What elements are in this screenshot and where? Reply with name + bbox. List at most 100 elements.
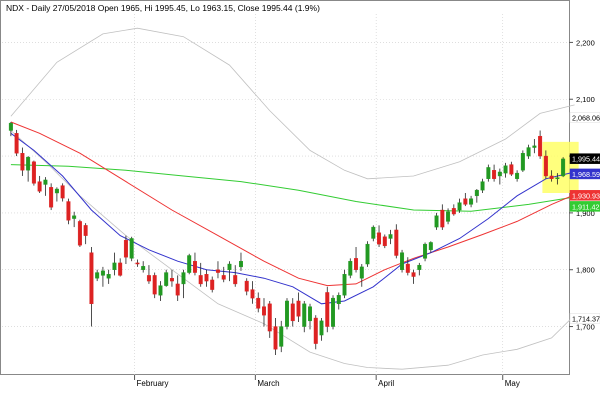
candle-body: [543, 155, 548, 177]
open-text: Open 1965: [98, 3, 140, 13]
indicator-lines: [10, 27, 575, 370]
candle-body: [20, 153, 25, 171]
candle-body: [388, 234, 393, 239]
candle-body: [72, 215, 77, 219]
candle-body: [428, 242, 433, 251]
bollinger-upper-line: [10, 27, 575, 180]
candle-body: [480, 181, 485, 191]
value-label-box: [569, 112, 600, 123]
value-label-text: 2,068.06: [572, 113, 600, 122]
candle-body: [118, 262, 123, 276]
x-tick-label: May: [505, 379, 520, 388]
symbol-text: NDX: [6, 3, 24, 13]
x-tick-label: April: [378, 379, 394, 388]
candle-body: [474, 189, 479, 197]
candle-body: [515, 172, 520, 179]
candle-body: [273, 326, 278, 350]
candle-body: [192, 260, 197, 273]
candle-body: [440, 209, 445, 228]
bollinger-lower-line: [10, 130, 575, 370]
candle-body: [400, 252, 405, 270]
candle-body: [244, 280, 249, 292]
candle-body: [279, 326, 284, 347]
candle-body: [394, 229, 399, 256]
candle-body: [31, 161, 36, 184]
candle-body: [187, 255, 192, 273]
candle-body: [54, 188, 59, 194]
candle-body: [267, 303, 272, 332]
value-label-text: 1,968.59: [572, 170, 600, 179]
value-label-text: 1,995.44: [572, 155, 600, 164]
value-label-box: [569, 190, 600, 201]
candle-body: [227, 263, 232, 270]
candle-body: [100, 270, 105, 276]
candle-body: [129, 238, 134, 259]
candle-body: [509, 164, 514, 175]
candle-body: [95, 272, 100, 279]
gridlines: [2, 14, 569, 375]
candle-body: [446, 211, 451, 222]
candle-body: [152, 275, 157, 295]
low-text: Lo 1963.15: [190, 3, 233, 13]
candle-body: [123, 239, 128, 258]
y-tick-label: 1,900: [576, 209, 595, 218]
candle-body: [371, 226, 376, 239]
candle-body: [141, 266, 146, 270]
x-tick-label: February: [137, 379, 169, 388]
candle-body: [492, 170, 497, 179]
candle-body: [146, 275, 151, 282]
candle-body: [164, 272, 169, 286]
candle-body: [175, 283, 180, 296]
candle-body: [256, 297, 261, 309]
candle-body: [60, 185, 65, 199]
candle-body: [549, 175, 554, 179]
candle-body: [319, 320, 324, 336]
value-label-box: [569, 168, 600, 180]
candle-body: [382, 236, 387, 247]
candle-body: [348, 260, 353, 276]
candle-body: [135, 262, 140, 265]
y-tick-label: 2,100: [576, 95, 595, 104]
candles: [8, 121, 566, 355]
candle-body: [457, 202, 462, 211]
candle-body: [285, 300, 289, 327]
candle-body: [215, 269, 220, 273]
candle-body: [26, 156, 31, 171]
candle-body: [181, 272, 186, 285]
ma-short-line: [10, 132, 575, 305]
candle-body: [451, 208, 456, 215]
candle-body: [555, 177, 560, 179]
candle-body: [66, 201, 71, 221]
candle-body: [538, 135, 543, 157]
ma-long-line: [10, 164, 575, 212]
candle-body: [233, 275, 238, 285]
candle-body: [296, 300, 301, 317]
candle-body: [83, 225, 88, 236]
candle-body: [313, 317, 318, 344]
candle-body: [204, 274, 209, 282]
date-text: 27/05/2018: [53, 3, 96, 13]
candle-body: [469, 198, 474, 205]
candle-body: [112, 262, 117, 270]
candle-body: [221, 275, 226, 280]
candle-body: [497, 171, 502, 177]
highlight-rect: [542, 141, 579, 193]
candle-body: [532, 145, 537, 148]
candle-body: [486, 167, 491, 179]
candle-body: [434, 215, 439, 228]
highlight-box: [542, 141, 579, 193]
candle-body: [14, 133, 19, 154]
candle-body: [503, 165, 508, 174]
candle-body: [89, 252, 94, 305]
y-tick-label: 2,200: [576, 38, 595, 47]
value-label-box: [569, 201, 600, 212]
change-text: (1.9%): [295, 3, 320, 13]
candle-body: [463, 198, 468, 205]
close-text: Close 1995.44: [238, 3, 293, 13]
candle-body: [49, 187, 54, 208]
y-tick-label: 1,800: [576, 266, 595, 275]
candle-body: [8, 122, 13, 131]
value-label-text: 1,930.93: [572, 191, 600, 200]
candle-body: [169, 278, 174, 282]
